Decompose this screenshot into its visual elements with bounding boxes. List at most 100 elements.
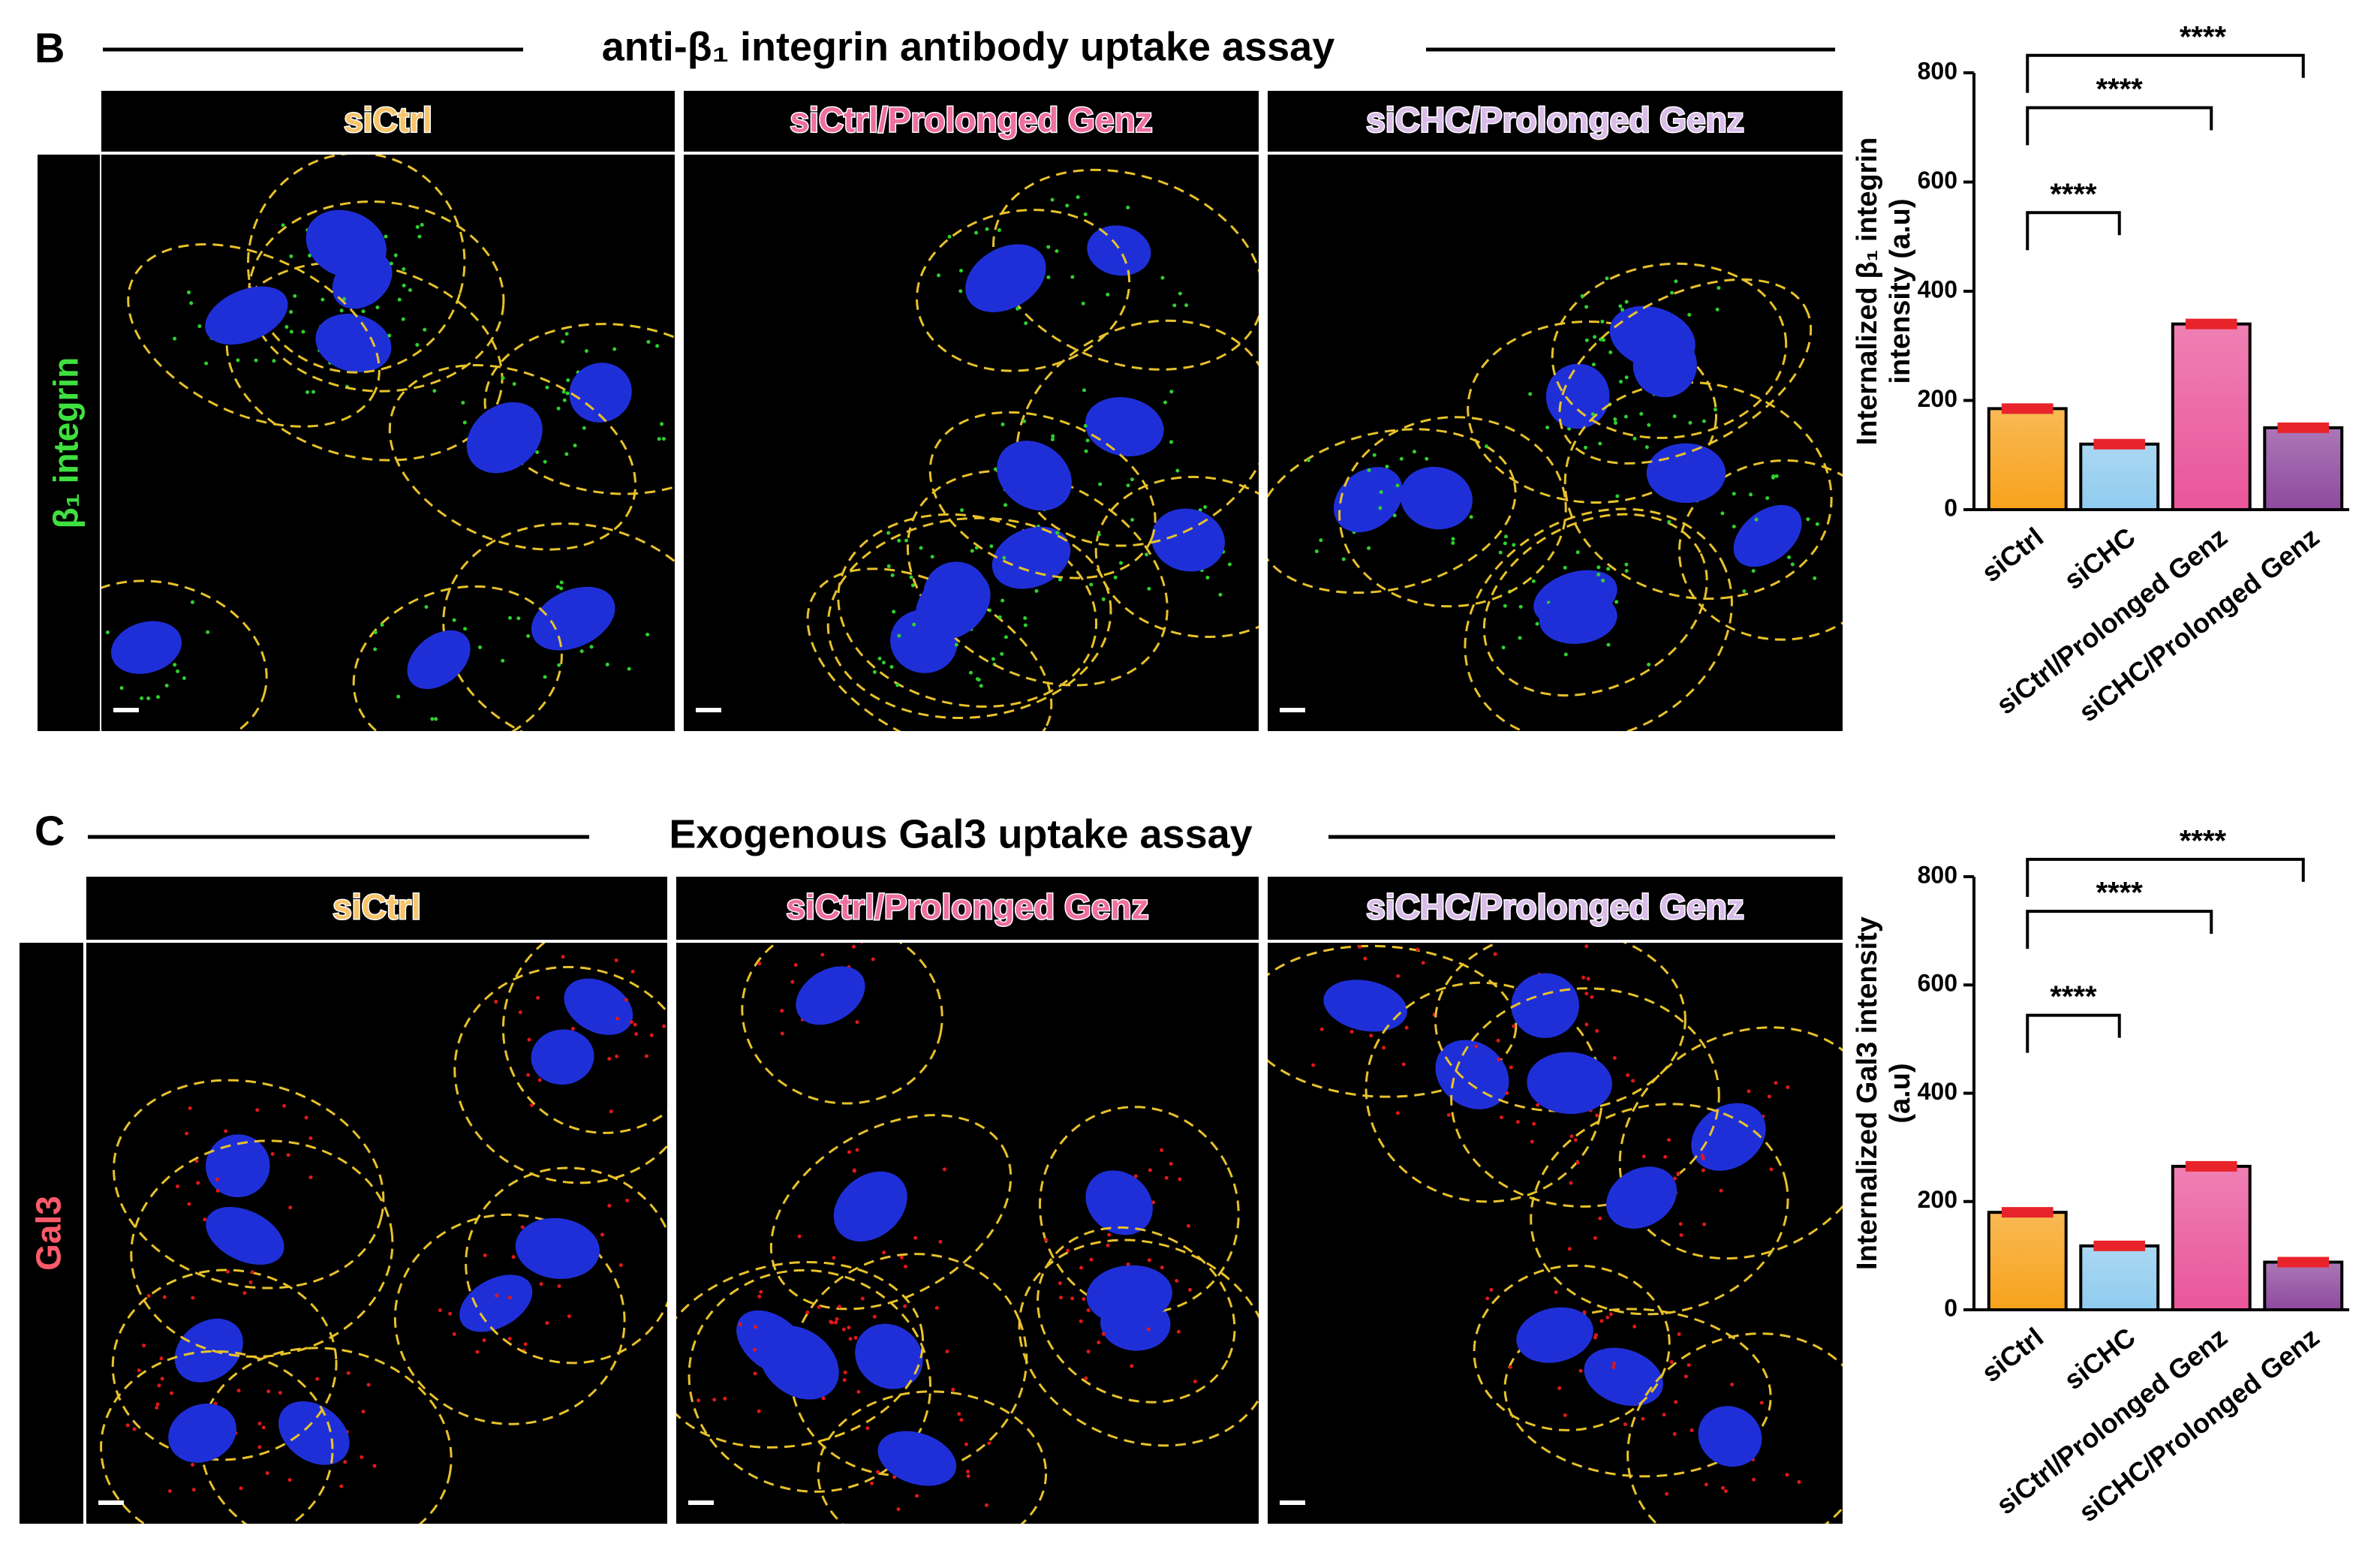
puncta xyxy=(842,1378,847,1383)
puncta xyxy=(910,583,915,588)
puncta xyxy=(1611,1365,1616,1369)
puncta xyxy=(1106,292,1110,296)
puncta xyxy=(1717,286,1721,290)
puncta xyxy=(1119,561,1124,565)
nucleus xyxy=(531,1029,594,1085)
puncta xyxy=(1632,436,1637,441)
nucleus xyxy=(1584,1347,1663,1407)
nucleus xyxy=(759,1326,839,1400)
puncta xyxy=(1385,465,1389,469)
puncta xyxy=(957,1412,961,1416)
puncta xyxy=(162,1295,167,1299)
puncta xyxy=(561,955,565,959)
significance-label: **** xyxy=(2180,20,2227,53)
puncta xyxy=(1670,290,1674,295)
puncta xyxy=(557,663,561,667)
puncta xyxy=(1503,541,1507,546)
puncta xyxy=(984,1503,988,1507)
puncta xyxy=(1126,1262,1130,1266)
puncta xyxy=(254,358,258,363)
puncta xyxy=(1070,1296,1075,1301)
cell-outline xyxy=(1338,416,1567,608)
puncta xyxy=(1813,576,1817,580)
cell-outline xyxy=(916,209,1131,372)
puncta xyxy=(1569,1181,1573,1185)
puncta xyxy=(837,1305,841,1309)
puncta xyxy=(1806,517,1810,522)
puncta xyxy=(780,1009,784,1013)
puncta xyxy=(173,336,177,341)
puncta xyxy=(1097,532,1101,537)
puncta xyxy=(1584,1022,1589,1027)
puncta xyxy=(1496,1038,1500,1043)
nucleus xyxy=(569,363,632,423)
puncta xyxy=(1000,422,1005,426)
puncta xyxy=(1530,1139,1534,1144)
puncta xyxy=(187,1202,191,1206)
puncta xyxy=(1615,494,1620,498)
puncta xyxy=(173,663,177,667)
puncta xyxy=(1022,419,1027,423)
puncta xyxy=(1404,1025,1409,1030)
puncta xyxy=(1205,576,1210,580)
puncta xyxy=(1050,197,1055,202)
puncta xyxy=(516,616,521,621)
puncta xyxy=(155,1405,159,1410)
puncta xyxy=(1647,423,1651,427)
puncta xyxy=(164,683,169,688)
puncta xyxy=(1446,1112,1451,1117)
puncta xyxy=(614,958,618,962)
puncta xyxy=(270,1151,275,1156)
nucleus xyxy=(1323,980,1407,1032)
cell-outline xyxy=(1268,428,1517,594)
bar xyxy=(2171,322,2252,511)
puncta xyxy=(339,308,344,313)
puncta xyxy=(1563,1413,1567,1417)
puncta xyxy=(1497,1058,1501,1062)
puncta xyxy=(132,1427,137,1431)
puncta xyxy=(1742,589,1747,594)
puncta xyxy=(159,1356,164,1361)
puncta xyxy=(1584,944,1589,949)
nucleus xyxy=(796,966,865,1025)
puncta xyxy=(1392,513,1397,518)
puncta xyxy=(1508,1365,1512,1369)
cell-outline xyxy=(100,1350,334,1524)
puncta xyxy=(881,661,886,665)
puncta xyxy=(1107,1232,1112,1237)
puncta xyxy=(408,287,413,292)
puncta xyxy=(1767,1094,1771,1099)
puncta xyxy=(1686,1363,1691,1368)
puncta xyxy=(197,324,202,329)
nucleus xyxy=(515,1217,600,1279)
nucleus xyxy=(315,313,392,373)
puncta xyxy=(1382,1046,1386,1050)
puncta xyxy=(1059,1296,1064,1300)
puncta xyxy=(938,1239,943,1244)
puncta xyxy=(903,1304,907,1308)
nucleus xyxy=(111,621,182,674)
puncta xyxy=(1493,952,1497,956)
puncta xyxy=(1076,195,1080,200)
puncta xyxy=(843,1370,847,1374)
bar xyxy=(2079,1244,2160,1311)
puncta xyxy=(1172,303,1177,308)
puncta xyxy=(607,1203,612,1208)
puncta xyxy=(993,467,997,471)
puncta xyxy=(872,670,877,674)
puncta xyxy=(904,538,909,543)
nucleus xyxy=(1151,508,1225,572)
puncta xyxy=(1084,1376,1088,1380)
puncta xyxy=(1639,411,1644,416)
puncta xyxy=(308,254,312,258)
puncta xyxy=(1160,1266,1164,1270)
nucleus xyxy=(564,978,633,1035)
puncta xyxy=(1702,1222,1707,1226)
puncta xyxy=(739,1322,743,1326)
y-tick-label: 600 xyxy=(1918,970,1957,997)
puncta xyxy=(759,1290,763,1294)
cell-outline xyxy=(1018,1238,1259,1447)
puncta xyxy=(1624,562,1629,567)
puncta xyxy=(1720,511,1725,516)
puncta xyxy=(1505,1091,1509,1095)
